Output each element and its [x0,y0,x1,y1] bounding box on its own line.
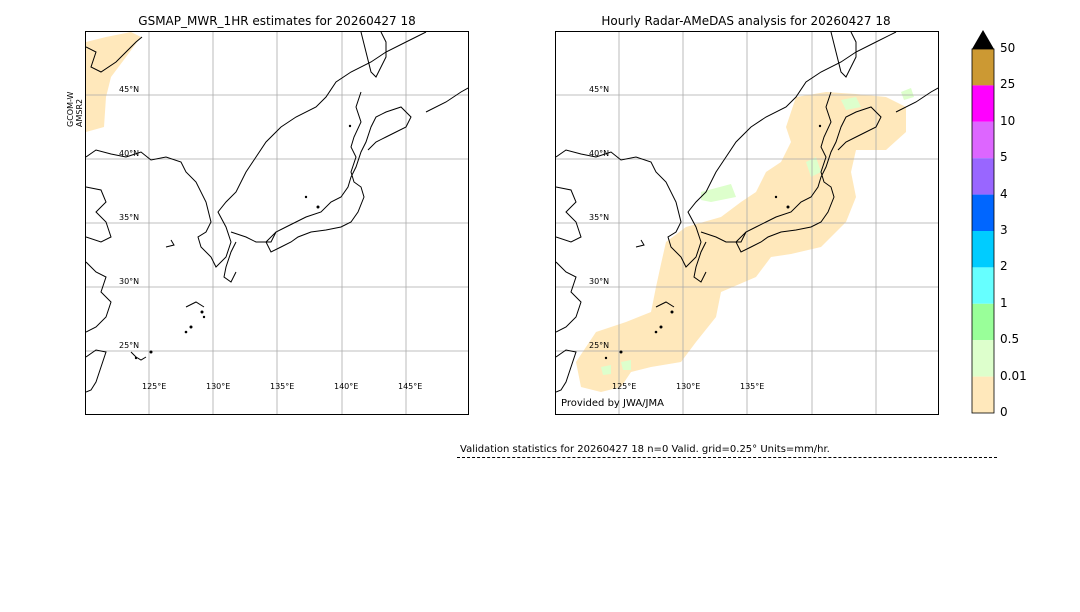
right-lat-label-30: 30°N [589,277,610,286]
right-map: Provided by JWA/JMA [555,31,939,415]
right-map-canvas [556,32,938,414]
left-map-satellite-label: GCOM-W AMSR2 [66,92,84,127]
colorbar-tick-label: 50 [1000,41,1016,55]
left-coastlines [86,32,468,393]
colorbar-segment [972,49,994,86]
left-gridlines [86,32,468,414]
colorbar-outline [971,48,995,414]
right-lat-label-25: 25°N [589,341,610,350]
validation-underline [457,457,997,458]
colorbar-extend-arrow [972,30,994,49]
right-coastlines [556,32,938,393]
validation-stats: Validation statistics for 20260427 18 n=… [460,444,830,455]
colorbar-tick-label: 2 [1000,259,1008,274]
colorbar-segment [972,376,994,413]
colorbar-segment [972,85,994,122]
right-lon-label-135: 135°E [740,382,765,391]
satellite-label-line1: GCOM-W [66,91,75,127]
right-light-rain [601,88,914,375]
left-lon-label-130: 130°E [206,382,231,391]
colorbar-segment [972,194,994,231]
colorbar-segment [972,121,994,159]
colorbar-tick-label: 4 [1000,186,1008,201]
satellite-label-line2: AMSR2 [75,98,84,127]
right-lon-label-125: 125°E [612,382,637,391]
colorbar-tick-label: 0 [1000,405,1008,419]
colorbar-segment [972,340,994,377]
colorbar-segment [972,303,994,341]
left-lat-label-45: 45°N [119,85,140,94]
colorbar [971,30,995,414]
left-lon-label-145: 145°E [398,382,423,391]
left-lon-label-140: 140°E [334,382,359,391]
colorbar-tick-label: 5 [1000,150,1008,165]
colorbar-tick-label: 0.01 [1000,368,1027,383]
right-lat-label-45: 45°N [589,85,610,94]
right-lon-label-130: 130°E [676,382,701,391]
left-lon-label-125: 125°E [142,382,167,391]
right-map-credit: Provided by JWA/JMA [561,398,664,409]
left-lat-label-40: 40°N [119,149,140,158]
right-map-title: Hourly Radar-AMeDAS analysis for 2026042… [601,14,891,28]
left-lon-label-135: 135°E [270,382,295,391]
colorbar-tick-label: 3 [1000,223,1008,237]
right-lat-label-35: 35°N [589,213,610,222]
left-precip-area [86,32,141,132]
left-lat-label-30: 30°N [119,277,140,286]
right-lat-label-40: 40°N [589,149,610,158]
left-lat-label-35: 35°N [119,213,140,222]
left-map [85,31,469,415]
colorbar-tick-label: 0.5 [1000,332,1020,347]
colorbar-segment [972,158,994,195]
left-islands [134,124,352,360]
right-islands [604,124,822,360]
colorbar-tick-label: 25 [1000,77,1016,92]
colorbar-tick-label: 1 [1000,295,1008,310]
colorbar-segment [972,231,994,268]
left-lat-label-25: 25°N [119,341,140,350]
left-map-canvas [86,32,468,414]
colorbar-segment [972,267,994,304]
colorbar-tick-label: 10 [1000,113,1016,128]
left-map-title: GSMAP_MWR_1HR estimates for 20260427 18 [138,14,416,28]
